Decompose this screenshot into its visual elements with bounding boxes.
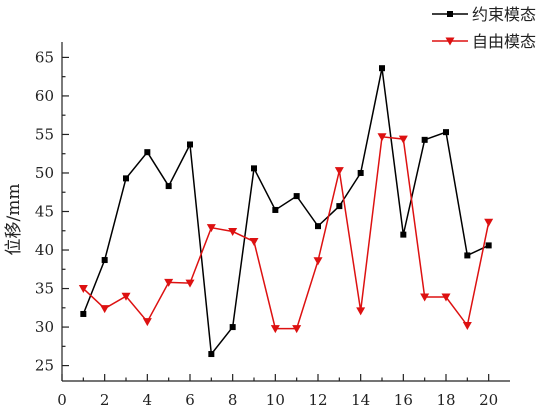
data-point [165, 183, 172, 190]
data-point [315, 223, 321, 230]
y-tick-label: 35 [35, 280, 54, 298]
data-point [334, 167, 344, 176]
legend-label: 约束模态 [472, 5, 536, 24]
series-line [82, 68, 489, 356]
data-point [356, 307, 366, 316]
axes [61, 42, 510, 382]
data-point [80, 310, 87, 317]
data-point [228, 228, 238, 237]
data-point [78, 285, 88, 294]
data-point [142, 318, 152, 327]
legend-label: 自由模态 [472, 32, 536, 51]
legend-marker [445, 37, 455, 46]
y-axis-label: 位移/mm [4, 184, 24, 256]
data-point [270, 325, 280, 334]
x-tick-label: 12 [308, 391, 327, 409]
y-tick-label: 65 [35, 48, 54, 66]
data-point [379, 65, 385, 72]
x-ticks: 0 2 4 6 8 10 12 14 16 18 20 [57, 374, 498, 409]
data-point [377, 133, 387, 142]
data-point [464, 252, 471, 259]
data-point [229, 324, 236, 331]
y-ticks: 25 30 35 40 45 50 55 60 65 [35, 48, 69, 375]
x-tick-label: 16 [394, 391, 413, 409]
data-point [272, 206, 279, 213]
data-point [251, 165, 257, 172]
data-point [249, 238, 259, 247]
data-point [313, 257, 323, 266]
y-tick-label: 30 [35, 318, 54, 336]
series-line [82, 135, 490, 330]
data-point [185, 279, 195, 288]
data-point [208, 351, 215, 358]
data-point [441, 293, 451, 302]
data-point [443, 129, 449, 136]
y-tick-label: 40 [35, 241, 54, 259]
data-point [336, 203, 343, 210]
x-tick-label: 20 [479, 391, 498, 409]
legend-marker [447, 11, 453, 17]
data-point [121, 292, 131, 301]
data-point [164, 278, 174, 287]
data-point [101, 257, 108, 264]
x-tick-label: 6 [185, 391, 195, 409]
y-tick-label: 45 [35, 203, 54, 221]
data-point [357, 169, 364, 176]
x-tick-label: 10 [266, 391, 285, 409]
x-tick-label: 4 [143, 391, 153, 409]
data-point [420, 293, 430, 302]
x-tick-label: 14 [351, 391, 370, 409]
data-point [485, 242, 492, 249]
x-tick-label: 8 [228, 391, 238, 409]
series-layer [78, 65, 494, 358]
data-point [398, 135, 408, 144]
data-point [144, 149, 151, 156]
data-point [123, 175, 129, 182]
y-tick-label: 50 [35, 164, 54, 182]
x-tick-label: 18 [436, 391, 455, 409]
y-tick-label: 25 [35, 357, 54, 375]
data-point [206, 224, 216, 233]
x-tick-label: 2 [100, 391, 110, 409]
data-point [293, 193, 300, 200]
data-point [462, 322, 472, 331]
series-1 [80, 65, 492, 358]
x-tick-label: 0 [57, 391, 67, 409]
y-tick-label: 60 [35, 87, 54, 105]
data-point [292, 325, 302, 334]
series-2 [78, 133, 494, 334]
data-point [187, 141, 193, 148]
data-point [400, 231, 407, 238]
data-point [100, 305, 110, 314]
data-point [484, 218, 494, 227]
data-point [421, 136, 428, 143]
y-tick-label: 55 [35, 125, 54, 143]
